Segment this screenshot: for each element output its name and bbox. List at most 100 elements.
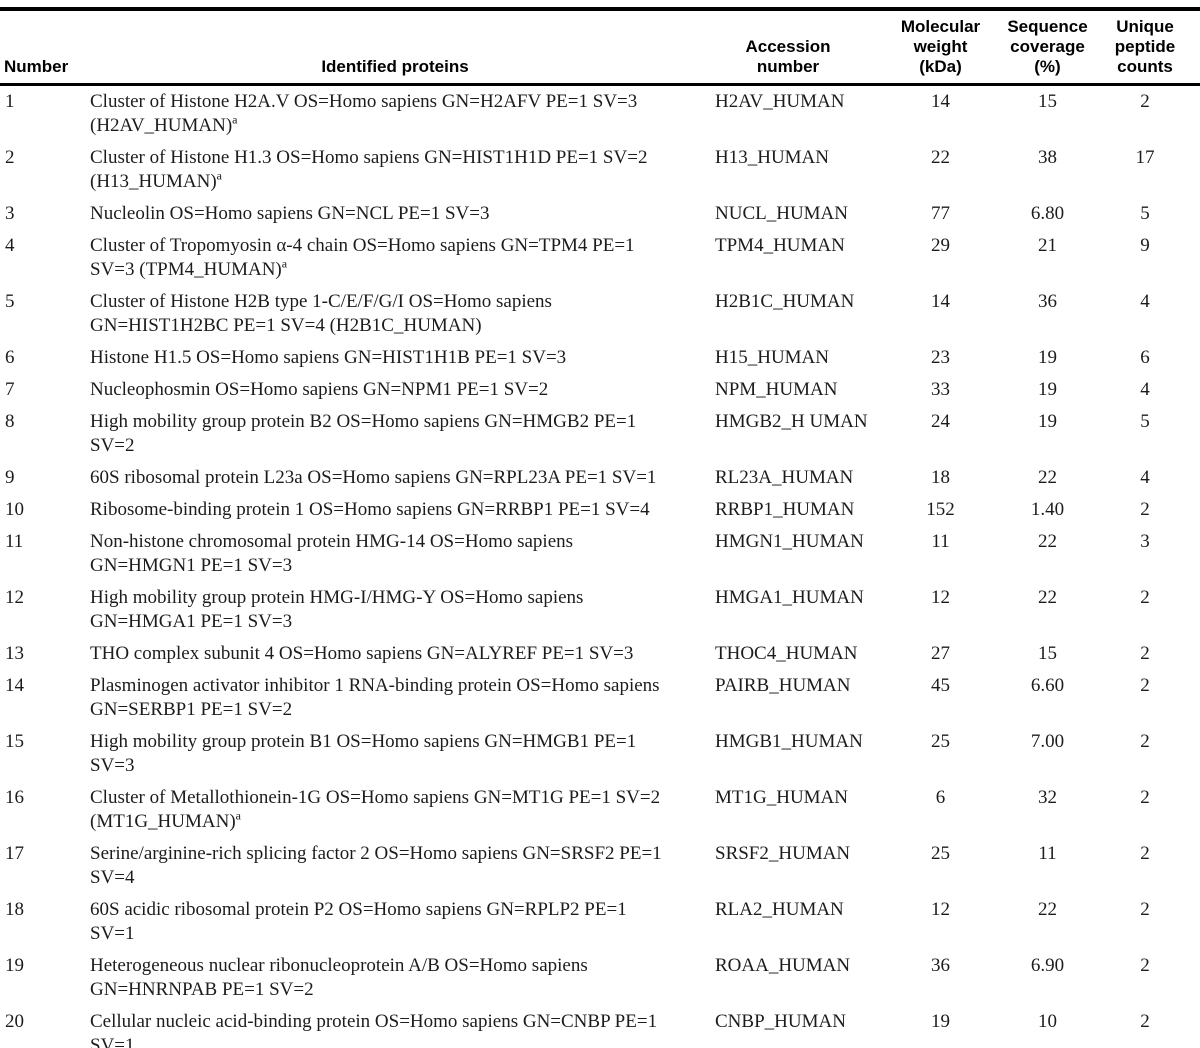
accession-cell: TPM4_HUMAN	[715, 235, 845, 256]
accession-cell: CNBP_HUMAN	[715, 1011, 846, 1032]
peptide-count-cell: 9	[1140, 235, 1150, 256]
peptide-count-cell: 2	[1140, 643, 1150, 664]
peptide-count-cell: 2	[1140, 843, 1150, 864]
protein-text: High mobility group protein HMG-I/HMG-Y …	[90, 587, 584, 632]
accession-cell: H2AV_HUMAN	[715, 91, 845, 112]
protein-text: Histone H1.5 OS=Homo sapiens GN=HIST1H1B…	[90, 347, 567, 368]
accession-cell: RRBP1_HUMAN	[715, 499, 855, 520]
sequence-coverage-cell: 22	[1038, 587, 1057, 608]
protein-text: THO complex subunit 4 OS=Homo sapiens GN…	[90, 643, 634, 664]
row-number-cell: 5	[5, 291, 15, 312]
row-number-cell: 18	[5, 899, 24, 920]
row-number-cell: 4	[5, 235, 15, 256]
table-row: 17 Serine/arginine-rich splicing factor …	[0, 838, 1200, 894]
accession-cell: RLA2_HUMAN	[715, 899, 844, 920]
protein-text: Cluster of Histone H1.3 OS=Homo sapiens …	[90, 147, 648, 192]
molecular-weight-cell: 19	[931, 1011, 950, 1032]
table-row: 5 Cluster of Histone H2B type 1-C/E/F/G/…	[0, 286, 1200, 342]
molecular-weight-cell: 14	[931, 291, 950, 312]
protein-text: High mobility group protein B1 OS=Homo s…	[90, 731, 637, 776]
peptide-count-cell: 2	[1140, 91, 1150, 112]
table-row: 20 Cellular nucleic acid-binding protein…	[0, 1006, 1200, 1048]
sequence-coverage-cell: 6.60	[1030, 675, 1065, 696]
peptide-count-cell: 2	[1140, 731, 1150, 752]
molecular-weight-cell: 14	[931, 91, 950, 112]
molecular-weight-cell: 29	[931, 235, 950, 256]
table-body: 1 Cluster of Histone H2A.V OS=Homo sapie…	[0, 85, 1200, 1048]
table-row: 14 Plasminogen activator inhibitor 1 RNA…	[0, 670, 1200, 726]
peptide-count-cell: 2	[1140, 955, 1150, 976]
accession-cell: HMGB1_HUMAN	[715, 731, 863, 752]
table-row: 13 THO complex subunit 4 OS=Homo sapiens…	[0, 638, 1200, 670]
peptide-count-cell: 6	[1140, 347, 1150, 368]
protein-text: Cluster of Tropomyosin α-4 chain OS=Homo…	[90, 235, 635, 280]
sequence-coverage-cell: 19	[1038, 379, 1057, 400]
molecular-weight-cell: 77	[931, 203, 950, 224]
peptide-count-cell: 17	[1135, 147, 1155, 168]
header-unique-peptide-counts: Unique peptide counts	[1090, 9, 1200, 86]
protein-cell: Cluster of Metallothionein-1G OS=Homo sa…	[90, 782, 700, 838]
sequence-coverage-cell: 22	[1038, 531, 1057, 552]
protein-text: High mobility group protein B2 OS=Homo s…	[90, 411, 637, 456]
molecular-weight-cell: 33	[931, 379, 950, 400]
header-sequence-coverage: Sequence coverage (%)	[1005, 9, 1090, 86]
protein-footnote-marker: a	[232, 112, 238, 127]
row-number-cell: 19	[5, 955, 24, 976]
header-accession-number: Accession number	[700, 9, 876, 86]
row-number-cell: 6	[5, 347, 15, 368]
table-row: 11 Non-histone chromosomal protein HMG-1…	[0, 526, 1200, 582]
protein-cell: Histone H1.5 OS=Homo sapiens GN=HIST1H1B…	[90, 342, 700, 374]
protein-cell: High mobility group protein B1 OS=Homo s…	[90, 726, 700, 782]
protein-cell: 60S ribosomal protein L23a OS=Homo sapie…	[90, 462, 700, 494]
sequence-coverage-cell: 32	[1038, 787, 1057, 808]
accession-cell: RL23A_HUMAN	[715, 467, 854, 488]
table-row: 10 Ribosome-binding protein 1 OS=Homo sa…	[0, 494, 1200, 526]
molecular-weight-cell: 12	[931, 587, 950, 608]
table-row: 7 Nucleophosmin OS=Homo sapiens GN=NPM1 …	[0, 374, 1200, 406]
molecular-weight-cell: 11	[931, 531, 950, 552]
molecular-weight-cell: 23	[931, 347, 950, 368]
molecular-weight-cell: 27	[931, 643, 950, 664]
row-number-cell: 12	[5, 587, 24, 608]
molecular-weight-cell: 22	[931, 147, 950, 168]
accession-cell: HMGB2_H UMAN	[715, 411, 868, 432]
sequence-coverage-cell: 15	[1038, 643, 1057, 664]
protein-text: Cluster of Metallothionein-1G OS=Homo sa…	[90, 787, 661, 832]
protein-text: Nucleolin OS=Homo sapiens GN=NCL PE=1 SV…	[90, 203, 490, 224]
row-number-cell: 14	[5, 675, 24, 696]
row-number-cell: 13	[5, 643, 24, 664]
protein-cell: Plasminogen activator inhibitor 1 RNA-bi…	[90, 670, 700, 726]
table-row: 19 Heterogeneous nuclear ribonucleoprote…	[0, 950, 1200, 1006]
protein-text: Serine/arginine-rich splicing factor 2 O…	[90, 843, 662, 888]
protein-footnote-marker: a	[216, 168, 222, 183]
protein-footnote-marker: a	[235, 808, 241, 823]
accession-cell: HMGN1_HUMAN	[715, 531, 864, 552]
protein-text: Cellular nucleic acid-binding protein OS…	[90, 1011, 658, 1048]
accession-cell: H15_HUMAN	[715, 347, 829, 368]
table-row: 8 High mobility group protein B2 OS=Homo…	[0, 406, 1200, 462]
peptide-count-cell: 4	[1140, 291, 1150, 312]
molecular-weight-cell: 25	[931, 843, 950, 864]
row-number-cell: 1	[5, 91, 15, 112]
accession-cell: H13_HUMAN	[715, 147, 829, 168]
row-number-cell: 11	[5, 531, 24, 552]
row-number-cell: 15	[5, 731, 24, 752]
peptide-count-cell: 2	[1140, 499, 1150, 520]
sequence-coverage-cell: 38	[1038, 147, 1057, 168]
peptide-count-cell: 2	[1140, 587, 1150, 608]
protein-cell: Heterogeneous nuclear ribonucleoprotein …	[90, 950, 700, 1006]
protein-cell: 60S acidic ribosomal protein P2 OS=Homo …	[90, 894, 700, 950]
protein-cell: Ribosome-binding protein 1 OS=Homo sapie…	[90, 494, 700, 526]
sequence-coverage-cell: 15	[1038, 91, 1057, 112]
sequence-coverage-cell: 10	[1038, 1011, 1057, 1032]
table-header-row: Number Identified proteins Accession num…	[0, 9, 1200, 86]
molecular-weight-cell: 18	[931, 467, 950, 488]
row-number-cell: 16	[5, 787, 24, 808]
protein-text: Heterogeneous nuclear ribonucleoprotein …	[90, 955, 588, 1000]
sequence-coverage-cell: 11	[1038, 843, 1057, 864]
protein-cell: Cluster of Histone H2B type 1-C/E/F/G/I …	[90, 286, 700, 342]
protein-cell: Nucleophosmin OS=Homo sapiens GN=NPM1 PE…	[90, 374, 700, 406]
sequence-coverage-cell: 19	[1038, 411, 1057, 432]
sequence-coverage-cell: 6.80	[1030, 203, 1065, 224]
peptide-count-cell: 5	[1140, 411, 1150, 432]
